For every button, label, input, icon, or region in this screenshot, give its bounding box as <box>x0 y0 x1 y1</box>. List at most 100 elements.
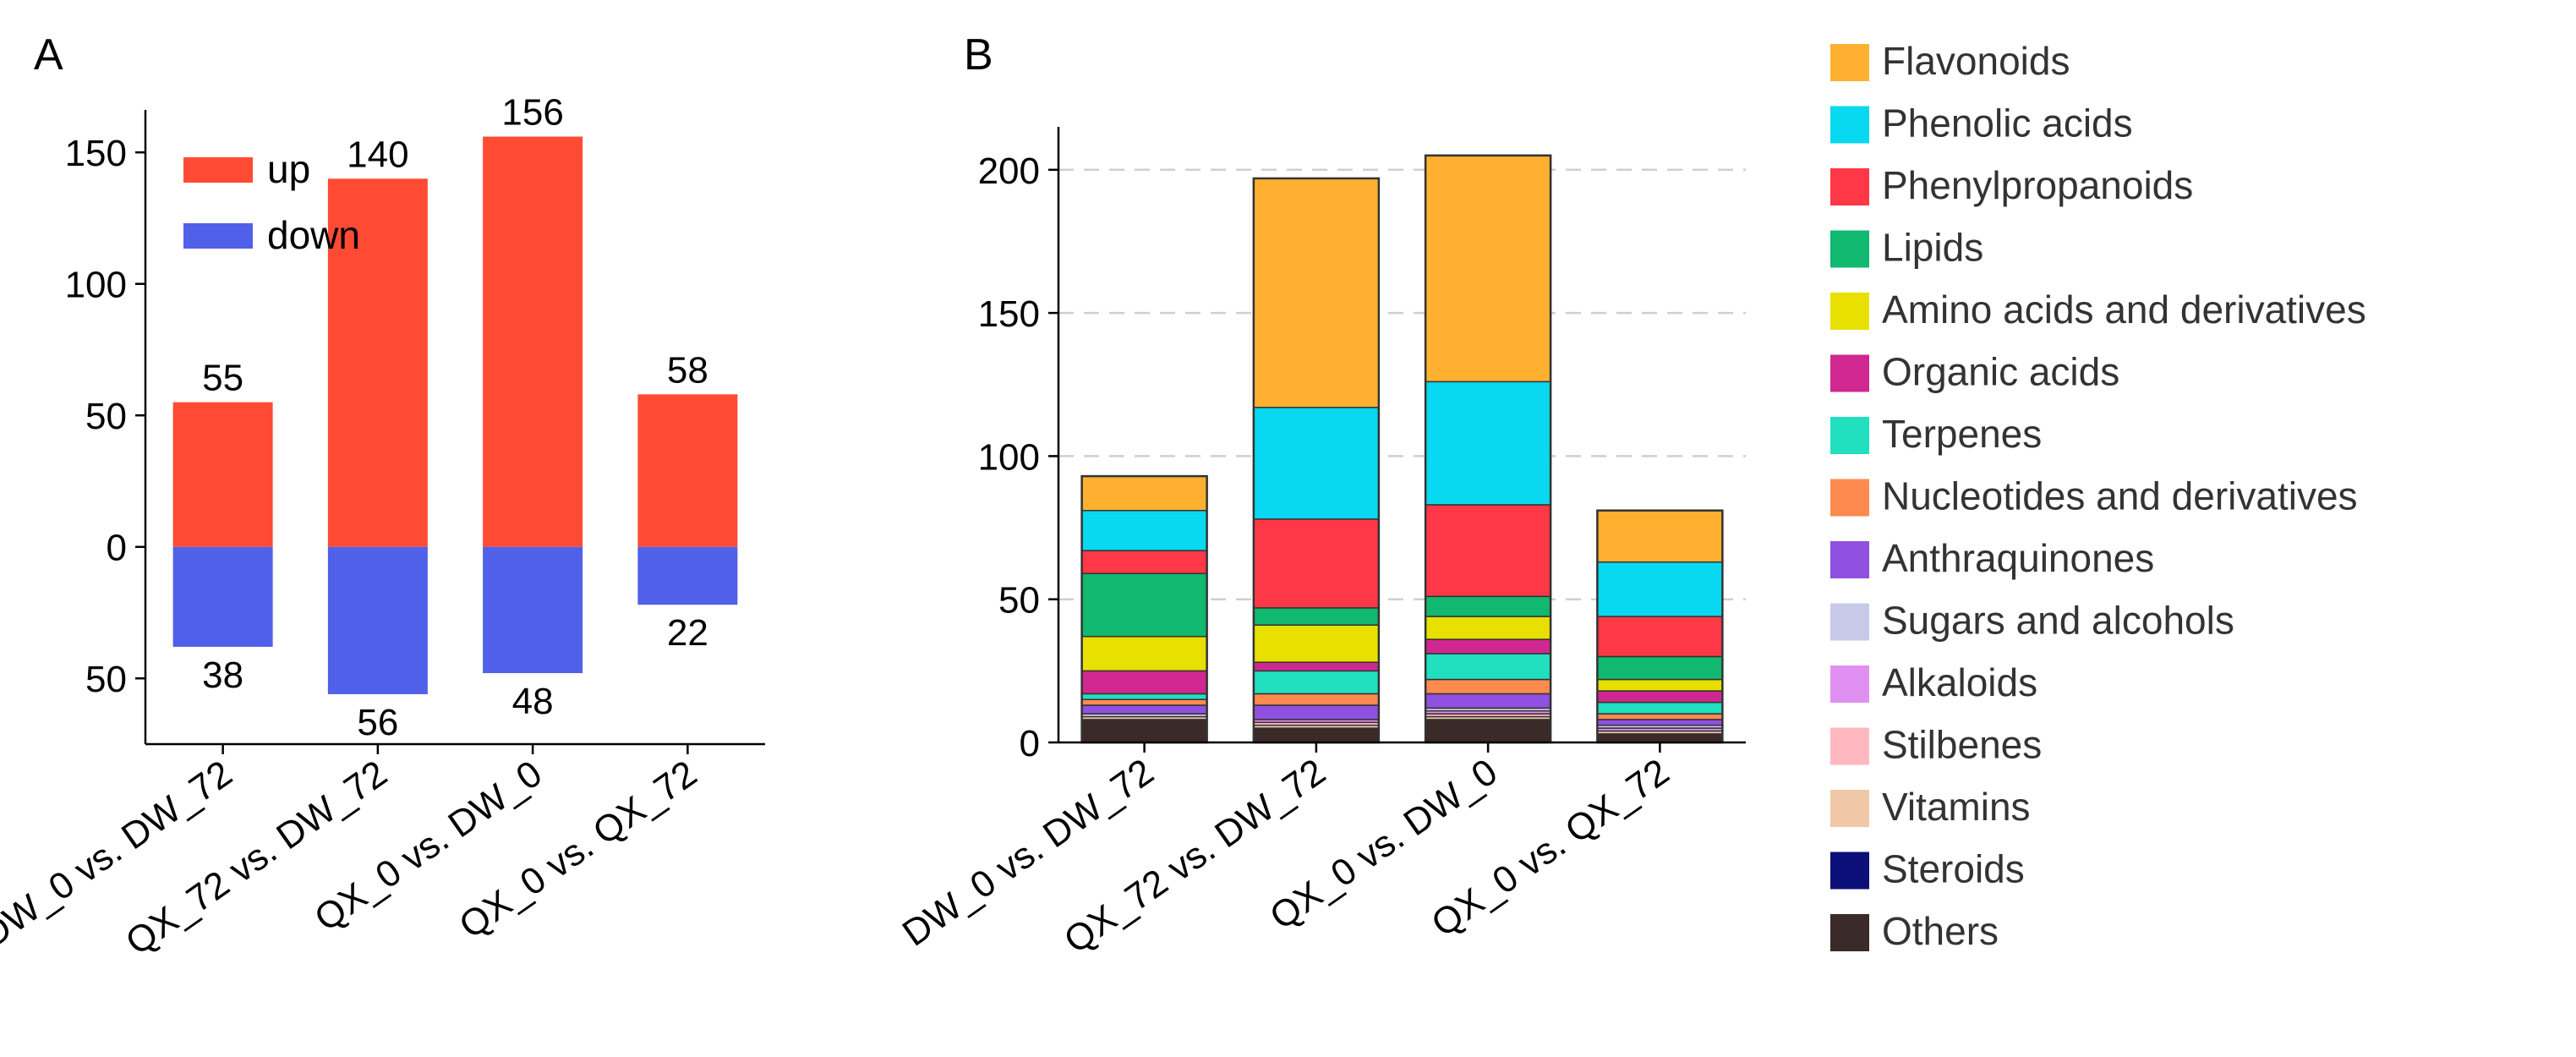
chart-b-legend-label-organic-acids: Organic acids <box>1882 350 2119 394</box>
chart-b-legend-label-sugars-and-alcohols: Sugars and alcohols <box>1882 599 2234 643</box>
chart-b-bar-segment-anthraquinones <box>1425 693 1551 709</box>
chart-b-y-tick-label: 50 <box>998 580 1040 622</box>
chart-b-bar-segment-phenylpropanoids <box>1253 518 1380 609</box>
chart-b-legend-swatch-flavonoids <box>1830 44 1869 81</box>
chart-b-bar-segment-amino-acids-and-derivatives <box>1253 624 1380 663</box>
chart-a-bar-down <box>637 546 738 605</box>
chart-a-bar-up <box>483 136 583 547</box>
chart-b-bar-segment-nucleotides-and-derivatives <box>1596 713 1724 720</box>
chart-a-data-label-down: 22 <box>667 612 708 654</box>
chart-b-y-tick-label: 200 <box>978 151 1040 192</box>
chart-b-bar-segment-nucleotides-and-derivatives <box>1080 698 1208 706</box>
chart-b-bar-segment-others <box>1253 727 1380 743</box>
chart-b-bar-segment-flavonoids <box>1253 178 1380 408</box>
chart-b-bar-segment-amino-acids-and-derivatives <box>1596 678 1724 692</box>
chart-a-bar-down <box>327 546 428 694</box>
chart-b-legend: Flavonoids Phenolic acids Phenylpropanoids… <box>1830 39 2366 953</box>
chart-b-legend-label-lipids: Lipids <box>1882 226 1983 270</box>
chart-b-bar-segment-phenylpropanoids <box>1596 616 1724 658</box>
chart-a-x-tick-label: DW_0 vs. DW_72 <box>0 753 239 956</box>
chart-a-data-label-up: 55 <box>202 358 243 399</box>
chart-a-data-label-down: 48 <box>512 681 554 722</box>
chart-b-bar-segment-terpenes <box>1425 653 1551 681</box>
chart-a-legend-label-down: down <box>267 213 360 257</box>
chart-a-data-label-up: 156 <box>501 92 563 134</box>
chart-b-legend-label-nucleotides-and-derivatives: Nucleotides and derivatives <box>1882 474 2358 518</box>
chart-a-bar-up <box>637 394 738 547</box>
chart-b-bar-segment-phenolic-acids <box>1253 407 1380 520</box>
chart-b-bar-segment-flavonoids <box>1425 155 1551 383</box>
chart-b-legend-label-amino-acids-and-derivatives: Amino acids and derivatives <box>1882 288 2366 331</box>
chart-b-bar-segment-anthraquinones <box>1080 704 1208 715</box>
chart-a-bar-down <box>172 546 273 647</box>
chart-b-bar-segment-phenylpropanoids <box>1080 550 1208 574</box>
chart-b-y-tick-label: 0 <box>1020 723 1040 764</box>
chart-b-legend-swatch-anthraquinones <box>1830 541 1869 578</box>
chart-b-legend-label-alkaloids: Alkaloids <box>1882 660 2037 704</box>
chart-b-bar-segment-phenolic-acids <box>1080 509 1208 551</box>
chart-a-data-label-up: 140 <box>347 134 408 175</box>
chart-b-bar-segment-lipids <box>1425 595 1551 617</box>
chart-b-legend-swatch-lipids <box>1830 230 1869 268</box>
chart-a-legend-swatch-down <box>183 223 253 249</box>
chart-b-legend-swatch-organic-acids <box>1830 354 1869 392</box>
chart-a-x-tick-label: QX_72 vs. DW_72 <box>118 753 395 963</box>
chart-b-bar-segment-lipids <box>1253 607 1380 626</box>
chart-b-bar-segment-anthraquinones <box>1253 704 1380 720</box>
chart-b-bar-segment-flavonoids <box>1080 475 1208 512</box>
chart-b-legend-swatch-amino-acids-and-derivatives <box>1830 293 1869 330</box>
chart-a-data-label-down: 56 <box>357 702 398 743</box>
chart-a-data-label-up: 58 <box>667 349 708 391</box>
panel-b-label: B <box>964 30 993 79</box>
chart-b-bar-segment-amino-acids-and-derivatives <box>1425 616 1551 640</box>
chart-b-bar-segment-flavonoids <box>1596 509 1724 563</box>
chart-b-legend-label-phenylpropanoids: Phenylpropanoids <box>1882 163 2193 207</box>
chart-b-legend-label-others: Others <box>1882 909 1999 953</box>
chart-b-y-tick-label: 150 <box>978 293 1040 335</box>
chart-a-y-tick-label: 50 <box>85 396 127 437</box>
chart-b-legend-label-anthraquinones: Anthraquinones <box>1882 536 2154 580</box>
chart-b-bar-segment-organic-acids <box>1080 670 1208 695</box>
chart-b-bar-segment-lipids <box>1596 655 1724 681</box>
chart-b-legend-label-flavonoids: Flavonoids <box>1882 39 2070 83</box>
chart-b-bar-segment-amino-acids-and-derivatives <box>1080 635 1208 672</box>
chart-b-bar-segment-terpenes <box>1080 693 1208 700</box>
chart-a-y-tick-label: 50 <box>85 659 127 700</box>
chart-b-bar-segment-others <box>1425 719 1551 743</box>
chart-a-legend-label-up: up <box>267 147 310 191</box>
panel-a-label: A <box>34 30 63 79</box>
chart-b-legend-swatch-vitamins <box>1830 790 1869 827</box>
chart-b-bar-segment-terpenes <box>1596 701 1724 715</box>
chart-b-legend-swatch-steroids <box>1830 852 1869 890</box>
chart-b-bar-segment-anthraquinones <box>1596 719 1724 726</box>
chart-b-bar-segment-phenolic-acids <box>1596 561 1724 617</box>
chart-b-bar-segment-organic-acids <box>1596 690 1724 704</box>
chart-a-data-label-down: 38 <box>202 654 243 696</box>
chart-a: 150 100 50 0 50 55 38 DW_0 vs. DW_72 140 56 QX_72 … <box>0 92 765 963</box>
chart-b-y-tick-label: 100 <box>978 436 1040 478</box>
chart-b-legend-label-terpenes: Terpenes <box>1882 412 2042 456</box>
chart-b-bar-segment-phenolic-acids <box>1425 381 1551 506</box>
chart-a-legend-swatch-up <box>183 157 253 183</box>
chart-a-y-tick-label: 100 <box>65 265 127 306</box>
chart-b-legend-label-phenolic-acids: Phenolic acids <box>1882 101 2133 145</box>
chart-b-bar-segment-organic-acids <box>1425 638 1551 654</box>
chart-b-legend-swatch-terpenes <box>1830 417 1869 454</box>
chart-b-bar-segment-terpenes <box>1253 670 1380 695</box>
chart-b-legend-label-stilbenes: Stilbenes <box>1882 723 2042 767</box>
chart-b-legend-swatch-alkaloids <box>1830 665 1869 703</box>
chart-b-legend-swatch-others <box>1830 914 1869 951</box>
chart-a-bar-down <box>483 546 583 674</box>
chart-b-bar-segment-nucleotides-and-derivatives <box>1425 678 1551 695</box>
chart-a-bar-up <box>327 178 428 547</box>
chart-b-legend-swatch-sugars-and-alcohols <box>1830 603 1869 641</box>
chart-b-bar-segment-nucleotides-and-derivatives <box>1253 693 1380 706</box>
chart-b-legend-swatch-nucleotides-and-derivatives <box>1830 479 1869 517</box>
chart-b-bar-segment-others <box>1596 733 1724 743</box>
chart-b-bar-segment-lipids <box>1080 572 1208 638</box>
chart-b-bar-segment-phenylpropanoids <box>1425 504 1551 598</box>
chart-b-legend-swatch-phenolic-acids <box>1830 106 1869 144</box>
chart-a-y-tick-label: 150 <box>65 133 127 174</box>
